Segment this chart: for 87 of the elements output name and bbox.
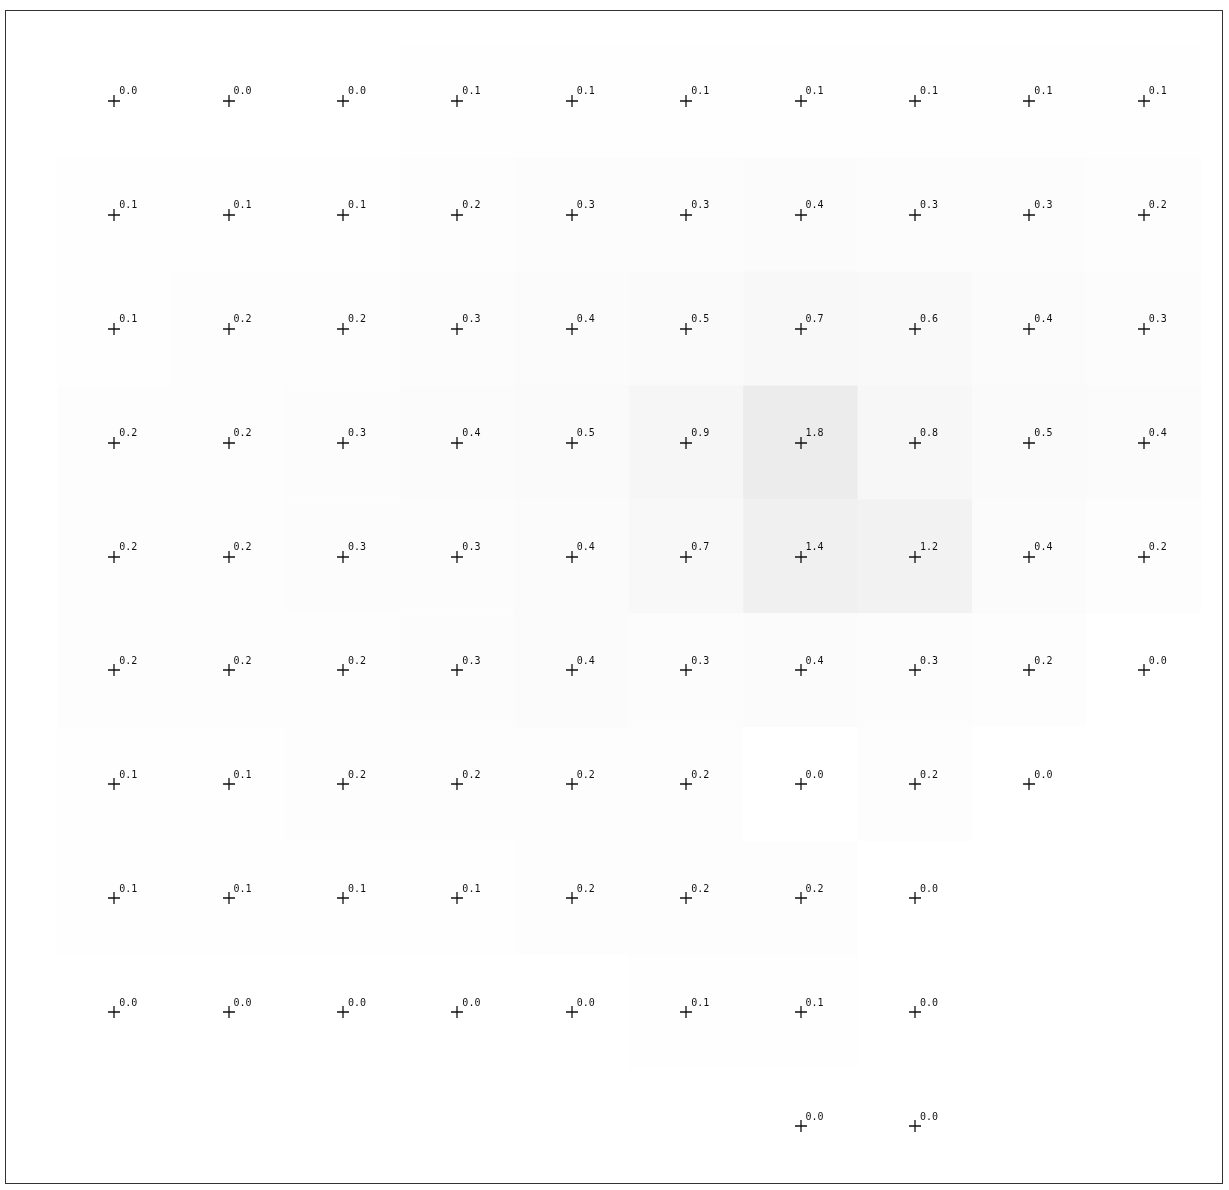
data-label: 0.3 — [1034, 199, 1053, 211]
data-label: 0.4 — [576, 541, 595, 553]
data-label: 0.2 — [1034, 654, 1053, 666]
data-label: 0.7 — [691, 541, 710, 553]
data-label: 0.1 — [347, 199, 367, 211]
data-label: 0.1 — [462, 85, 481, 97]
data-label: 0.1 — [805, 996, 824, 1008]
data-label: 0.2 — [233, 654, 252, 666]
data-label: 0.2 — [233, 541, 252, 553]
data-label: 0.2 — [119, 427, 138, 439]
data-label: 0.4 — [1034, 541, 1053, 553]
data-label: 0.5 — [1034, 427, 1053, 439]
data-label: 0.0 — [1148, 654, 1167, 666]
data-label: 0.0 — [119, 85, 138, 97]
data-label: 0.3 — [576, 199, 595, 211]
data-label: 0.1 — [576, 85, 595, 97]
data-label: 0.1 — [233, 768, 252, 780]
data-label: 0.0 — [233, 85, 252, 97]
data-label: 0.2 — [233, 313, 252, 325]
data-label: 0.4 — [805, 199, 824, 211]
data-label: 1.4 — [805, 541, 824, 553]
data-label: 0.1 — [1148, 85, 1167, 97]
data-label: 0.0 — [1034, 768, 1053, 780]
data-label: 0.2 — [462, 768, 481, 780]
data-label: 0.2 — [691, 768, 710, 780]
data-label: 0.1 — [119, 313, 138, 325]
data-label: 0.3 — [462, 313, 481, 325]
data-label: 0.1 — [347, 882, 367, 894]
data-label: 0.2 — [347, 768, 367, 780]
data-label: 0.2 — [119, 654, 138, 666]
data-label: 0.0 — [119, 996, 138, 1008]
data-label: 0.3 — [691, 199, 710, 211]
data-label: 0.2 — [347, 654, 367, 666]
data-label: 0.3 — [347, 427, 367, 439]
data-label: 0.4 — [1034, 313, 1053, 325]
data-label: 1.8 — [805, 427, 824, 439]
data-label: 0.2 — [919, 768, 939, 780]
data-label: 0.0 — [919, 1110, 939, 1122]
data-label: 0.3 — [462, 541, 481, 553]
data-label: 0.0 — [805, 768, 824, 780]
data-label: 0.2 — [233, 427, 252, 439]
data-label: 0.0 — [347, 85, 367, 97]
data-label: 0.1 — [119, 882, 138, 894]
data-label: 0.2 — [805, 882, 824, 894]
data-label: 0.3 — [1148, 313, 1167, 325]
data-label: 0.7 — [805, 313, 824, 325]
data-label: 0.6 — [919, 313, 939, 325]
data-label: 0.3 — [919, 199, 939, 211]
data-label: 0.4 — [576, 313, 595, 325]
data-label: 0.0 — [462, 996, 481, 1008]
data-label: 0.2 — [347, 313, 367, 325]
data-label: 0.2 — [576, 768, 595, 780]
data-label: 0.4 — [462, 427, 481, 439]
data-label: 0.1 — [1034, 85, 1053, 97]
data-label: 0.4 — [1148, 427, 1167, 439]
data-label: 0.1 — [119, 199, 138, 211]
data-label: 0.1 — [233, 882, 252, 894]
data-label: 0.0 — [347, 996, 367, 1008]
data-label: 0.0 — [919, 882, 939, 894]
data-label: 1.2 — [919, 541, 939, 553]
data-label: 0.3 — [919, 654, 939, 666]
data-label: 0.3 — [691, 654, 710, 666]
data-label: 0.1 — [119, 768, 138, 780]
data-label: 0.4 — [805, 654, 824, 666]
data-label: 0.0 — [919, 996, 939, 1008]
data-label: 0.2 — [1148, 199, 1167, 211]
data-label: 0.2 — [462, 199, 481, 211]
data-label: 0.1 — [233, 199, 252, 211]
data-label: 0.1 — [691, 85, 710, 97]
data-label: 0.3 — [347, 541, 367, 553]
data-label: 0.5 — [691, 313, 710, 325]
data-label: 0.0 — [805, 1110, 824, 1122]
data-label: 0.2 — [1148, 541, 1167, 553]
data-label: 0.5 — [576, 427, 595, 439]
data-label: 0.2 — [576, 882, 595, 894]
data-label: 0.1 — [691, 996, 710, 1008]
data-label: 0.1 — [462, 882, 481, 894]
data-label: 0.1 — [805, 85, 824, 97]
data-label: 0.0 — [576, 996, 595, 1008]
data-label: 0.3 — [462, 654, 481, 666]
data-label: 0.8 — [919, 427, 939, 439]
data-label: 0.9 — [691, 427, 710, 439]
data-label: 0.0 — [233, 996, 252, 1008]
data-label: 0.2 — [691, 882, 710, 894]
data-label: 0.1 — [919, 85, 939, 97]
data-label: 0.4 — [576, 654, 595, 666]
data-label: 0.2 — [119, 541, 138, 553]
